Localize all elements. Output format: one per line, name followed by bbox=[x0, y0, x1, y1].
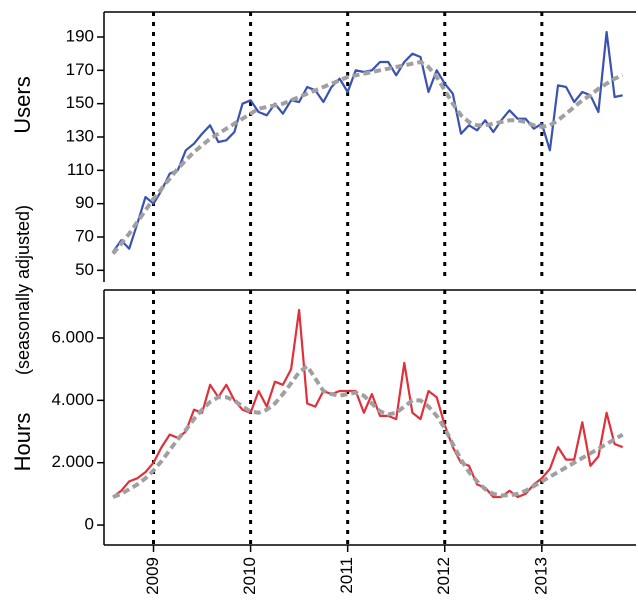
y-tick-label: 2.000 bbox=[51, 452, 94, 471]
y-tick-label: 90 bbox=[75, 193, 94, 212]
y-tick-label: 6.000 bbox=[51, 327, 94, 346]
trend-line bbox=[111, 60, 624, 255]
y-tick-label: 70 bbox=[75, 226, 94, 245]
data-line bbox=[112, 308, 624, 499]
x-tick-label: 2012 bbox=[434, 557, 453, 595]
x-tick-label: 2013 bbox=[531, 557, 550, 595]
x-tick-label: 2010 bbox=[240, 557, 259, 595]
y-label: Hours bbox=[10, 413, 35, 472]
y-tick-label: 150 bbox=[66, 93, 94, 112]
shared-y-label: (seasonally adjusted) bbox=[13, 205, 33, 375]
y-tick-label: 4.000 bbox=[51, 390, 94, 409]
y-tick-label: 130 bbox=[66, 126, 94, 145]
data-line bbox=[112, 30, 623, 253]
y-label: Users bbox=[10, 76, 35, 133]
y-tick-label: 50 bbox=[75, 260, 94, 279]
trend-line bbox=[112, 364, 624, 499]
y-tick-label: 170 bbox=[66, 60, 94, 79]
y-tick-label: 0 bbox=[85, 515, 94, 534]
x-tick-label: 2011 bbox=[337, 557, 356, 594]
y-tick-label: 190 bbox=[66, 26, 94, 45]
x-tick-label: 2009 bbox=[143, 557, 162, 595]
y-tick-label: 110 bbox=[67, 160, 94, 179]
